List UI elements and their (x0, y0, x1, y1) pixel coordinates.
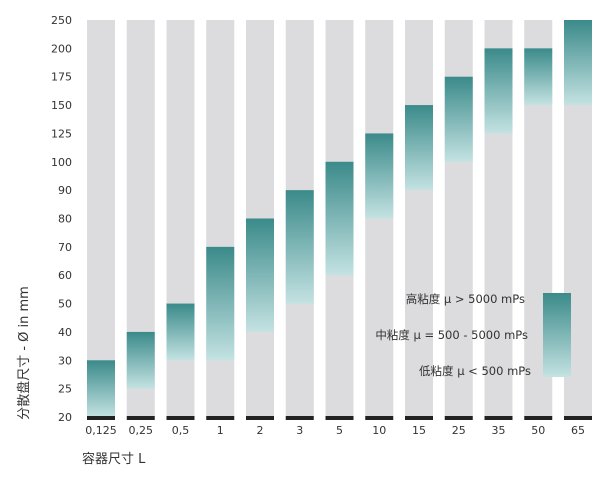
baseline-segment (246, 416, 274, 420)
range-bar (524, 48, 553, 106)
baseline-segment (524, 416, 553, 420)
y-tick-label: 50 (58, 298, 72, 311)
baseline-segment (285, 416, 314, 420)
range-bar (166, 303, 195, 361)
y-tick-label: 40 (58, 326, 72, 339)
y-tick-label: 60 (58, 269, 72, 282)
x-tick-label: 65 (571, 424, 585, 437)
y-tick-label: 25 (58, 383, 72, 396)
baseline-segment (206, 416, 235, 420)
range-bar (246, 218, 274, 332)
range-bar (87, 360, 115, 417)
range-bar (206, 246, 235, 361)
legend: 高粘度 μ > 5000 mPs 中粘度 μ = 500 - 5000 mPs … (375, 292, 571, 378)
y-axis-ticks: 20 25 30 40 50 60 70 80 90 100 125 150 175 200 250 (51, 14, 72, 424)
y-tick-label: 175 (51, 71, 72, 84)
data-bars (87, 20, 592, 417)
x-tick-label: 0,5 (172, 424, 190, 437)
x-tick-label: 35 (492, 424, 506, 437)
x-tick-label: 1 (217, 424, 224, 437)
x-tick-label: 50 (531, 424, 545, 437)
baseline (87, 416, 592, 420)
y-tick-label: 70 (58, 241, 72, 254)
y-tick-label: 150 (51, 99, 72, 112)
column-background (405, 20, 433, 417)
range-bar (126, 331, 155, 389)
baseline-segment (365, 416, 394, 420)
column-background (87, 20, 115, 417)
legend-label-high: 高粘度 μ > 5000 mPs (406, 292, 525, 306)
x-tick-label: 5 (336, 424, 343, 437)
y-tick-label: 80 (58, 213, 72, 226)
x-tick-label: 10 (372, 424, 386, 437)
range-bar (365, 133, 394, 219)
y-tick-label: 20 (58, 411, 72, 424)
y-tick-label: 200 (51, 42, 72, 55)
legend-gradient-swatch (543, 293, 571, 377)
baseline-segment (484, 416, 513, 420)
baseline-segment (166, 416, 195, 420)
baseline-segment (87, 416, 115, 420)
baseline-segment (126, 416, 155, 420)
x-axis-ticks: 0,125 0,25 0,5 1 2 3 5 10 15 25 35 50 65 (85, 424, 585, 437)
x-tick-label: 15 (412, 424, 426, 437)
y-tick-label: 100 (51, 156, 72, 169)
baseline-segment (405, 416, 433, 420)
range-bar (325, 161, 354, 276)
range-bar (285, 190, 314, 304)
range-bar (444, 76, 473, 162)
y-tick-label: 250 (51, 14, 72, 27)
x-tick-label: 3 (296, 424, 303, 437)
range-bar (564, 20, 592, 106)
baseline-segment (444, 416, 473, 420)
baseline-segment (325, 416, 354, 420)
baseline-segment (564, 416, 592, 420)
y-tick-label: 125 (51, 127, 72, 140)
y-tick-label: 90 (58, 184, 72, 197)
x-tick-label: 25 (452, 424, 466, 437)
legend-label-low: 低粘度 μ < 500 mPs (419, 364, 531, 378)
x-axis-title: 容器尺寸 L (82, 451, 146, 467)
x-tick-label: 2 (257, 424, 264, 437)
x-tick-label: 0,125 (85, 424, 117, 437)
y-tick-label: 30 (58, 354, 72, 367)
range-bar (405, 105, 433, 191)
y-axis-title: 分散盘尺寸 - Ø in mm (16, 286, 32, 420)
range-bar (484, 48, 513, 134)
legend-label-medium: 中粘度 μ = 500 - 5000 mPs (375, 328, 528, 342)
x-tick-label: 0,25 (129, 424, 154, 437)
